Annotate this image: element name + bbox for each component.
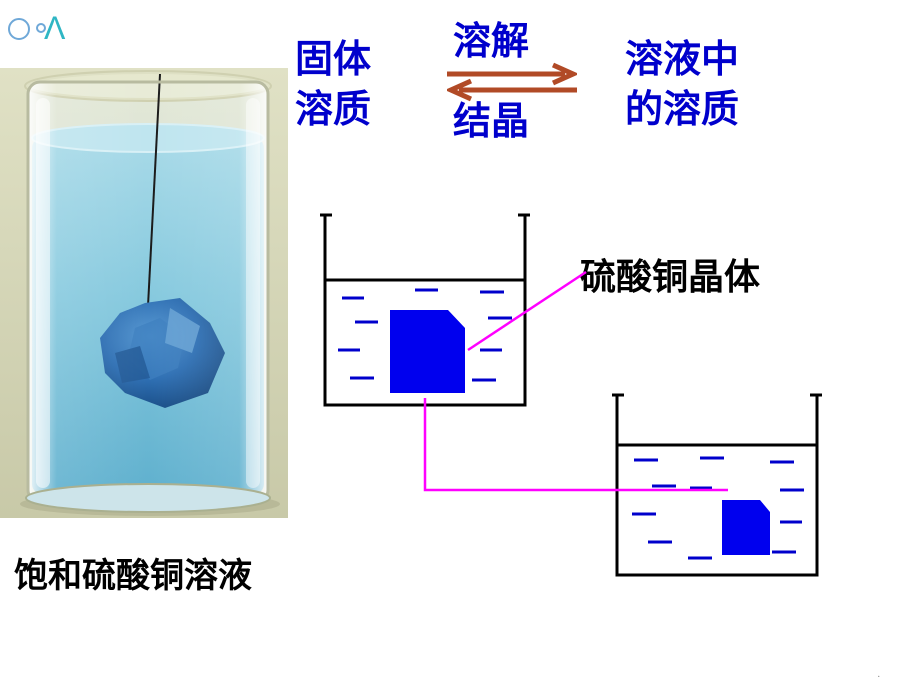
diagram-beaker-large [320,210,530,415]
photo-caption: 饱和硫酸铜溶液 [14,548,252,597]
diagram-beaker-small [612,390,822,585]
eq-left-bottom: 溶质 [295,88,371,134]
eq-bottom-process: 结晶 [453,100,529,146]
deco-caret: Λ [44,10,65,47]
equilibrium-arrows-icon [447,62,577,102]
eq-right-top: 溶液中 [625,38,739,84]
eq-right-bottom: 的溶质 [625,88,739,134]
crystal-label: 硫酸铜晶体 [580,248,760,300]
saturated-solution-photo [0,68,288,518]
eq-top-process: 溶解 [453,20,529,66]
eq-left-top: 固体 [295,38,371,84]
footnote-dot: . [878,669,881,680]
